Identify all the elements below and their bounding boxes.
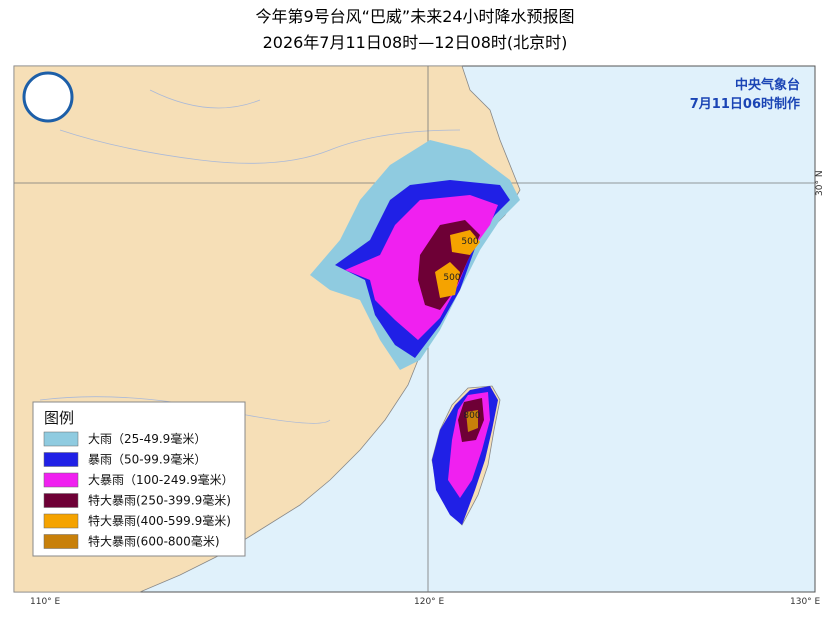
rain-extreme-400: [435, 230, 480, 298]
legend-title: 图例: [44, 409, 74, 427]
legend-label: 特大暴雨(250-399.9毫米): [88, 493, 231, 508]
tw-rain-extreme-600: [466, 410, 478, 432]
legend-swatch: [43, 472, 79, 488]
legend-swatch: [43, 431, 79, 447]
grid-label: 120° E: [414, 597, 445, 607]
legend-label: 大暴雨（100-249.9毫米）: [88, 472, 234, 487]
issue-date: 7月11日06时制作: [690, 96, 800, 112]
grid-label: 130° E: [790, 597, 821, 607]
legend-label: 特大暴雨(600-800毫米): [88, 534, 220, 549]
legend-label: 大雨（25-49.9毫米）: [88, 431, 206, 446]
grid-label: 30° N: [815, 170, 825, 196]
grid-label: 110° E: [30, 597, 61, 607]
legend-label: 特大暴雨(400-599.9毫米): [88, 513, 231, 528]
legend-swatch: [43, 534, 79, 549]
legend-label: 暴雨（50-99.9毫米）: [88, 452, 206, 467]
legend-swatch: [43, 452, 79, 467]
map-label: 500: [443, 273, 460, 283]
title: 今年第9号台风“巴威”未来24小时降水预报图: [255, 7, 574, 26]
map-label: 800: [463, 411, 480, 421]
legend-swatch: [43, 513, 79, 529]
map-label: 500: [461, 237, 478, 247]
logo: [22, 71, 74, 123]
subtitle: 2026年7月11日08时—12日08时(北京时): [263, 33, 568, 52]
agency: 中央气象台: [735, 77, 800, 93]
legend: 图例 大雨（25-49.9毫米） 暴雨（50-99.9毫米） 大暴雨（100-249…: [32, 401, 246, 557]
legend-swatch: [43, 493, 79, 508]
